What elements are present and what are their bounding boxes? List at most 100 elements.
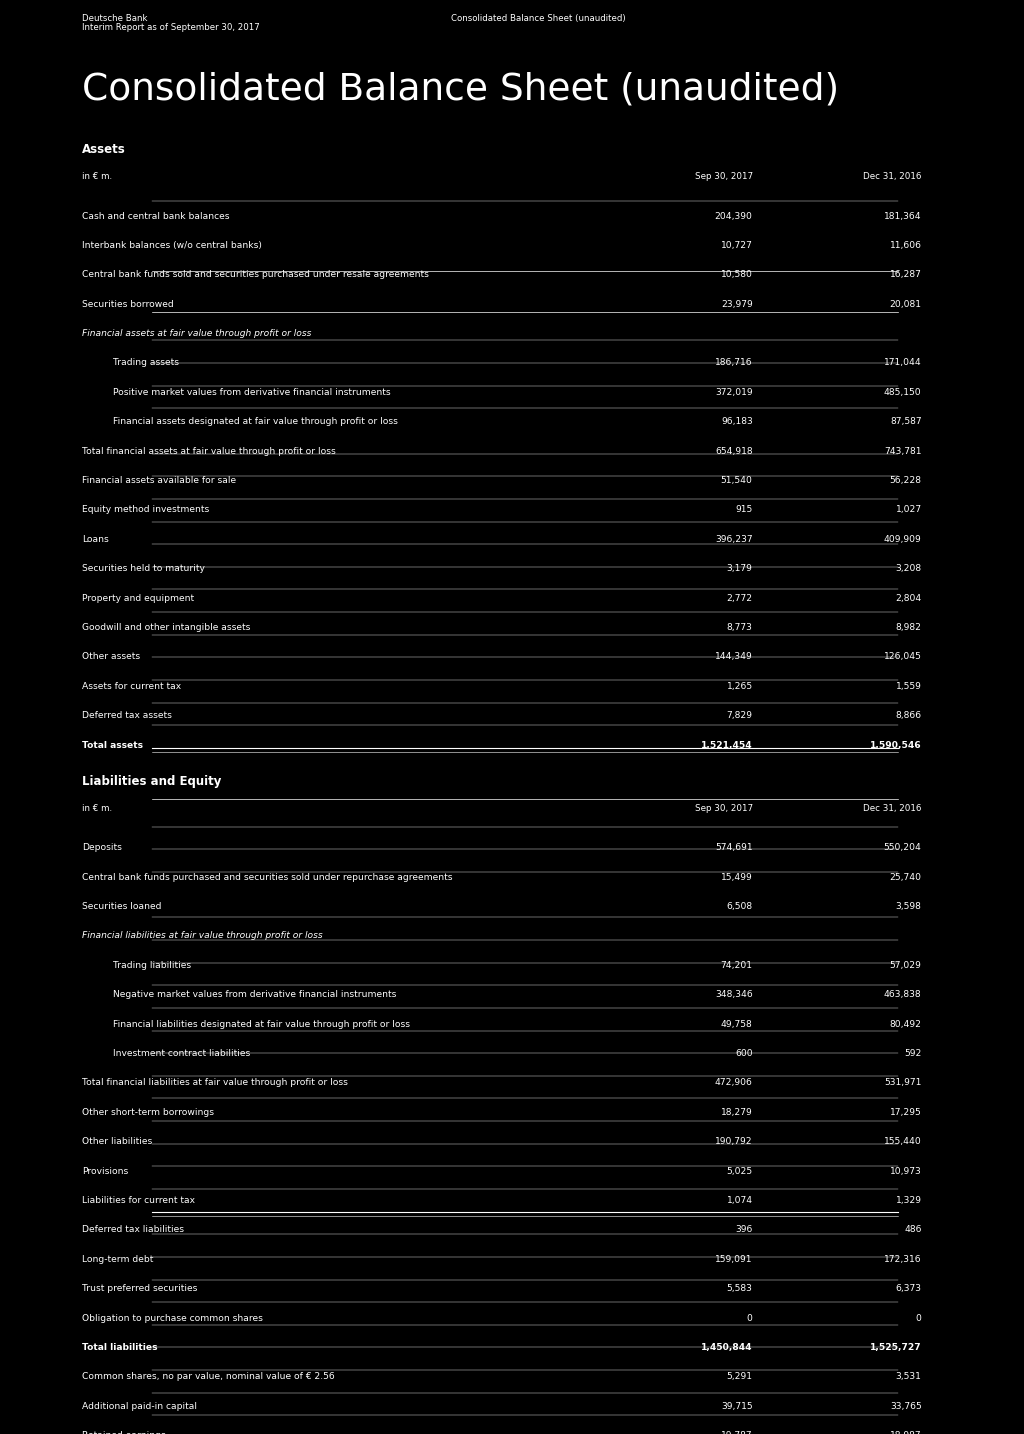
Text: 56,228: 56,228 <box>890 476 922 485</box>
Text: 0: 0 <box>915 1314 922 1322</box>
Text: Liabilities and Equity: Liabilities and Equity <box>82 774 221 789</box>
Text: Total financial assets at fair value through profit or loss: Total financial assets at fair value thr… <box>82 446 336 456</box>
Text: 348,346: 348,346 <box>715 989 753 999</box>
Text: 654,918: 654,918 <box>715 446 753 456</box>
Text: Total liabilities: Total liabilities <box>82 1342 158 1352</box>
Text: 3,208: 3,208 <box>895 564 922 574</box>
Text: Consolidated Balance Sheet (unaudited): Consolidated Balance Sheet (unaudited) <box>82 72 839 108</box>
Text: Liabilities for current tax: Liabilities for current tax <box>82 1196 195 1205</box>
Text: 74,201: 74,201 <box>721 961 753 969</box>
Text: 172,316: 172,316 <box>884 1255 922 1263</box>
Text: Interbank balances (w/o central banks): Interbank balances (w/o central banks) <box>82 241 262 250</box>
Text: 600: 600 <box>735 1048 753 1058</box>
Text: Loans: Loans <box>82 535 109 543</box>
Text: Other short-term borrowings: Other short-term borrowings <box>82 1107 214 1117</box>
Text: Trading liabilities: Trading liabilities <box>113 961 190 969</box>
Text: 3,531: 3,531 <box>896 1372 922 1381</box>
Text: Assets: Assets <box>82 143 126 156</box>
Text: Deferred tax liabilities: Deferred tax liabilities <box>82 1225 184 1235</box>
Text: 409,909: 409,909 <box>884 535 922 543</box>
Text: 57,029: 57,029 <box>890 961 922 969</box>
Text: 144,349: 144,349 <box>715 652 753 661</box>
Text: Total assets: Total assets <box>82 740 143 750</box>
Text: Securities loaned: Securities loaned <box>82 902 162 911</box>
Text: 5,583: 5,583 <box>727 1283 753 1293</box>
Text: 396: 396 <box>735 1225 753 1235</box>
Text: 181,364: 181,364 <box>884 211 922 221</box>
Text: 8,773: 8,773 <box>727 622 753 632</box>
Text: 25,740: 25,740 <box>890 872 922 882</box>
Text: 39,715: 39,715 <box>721 1401 753 1411</box>
Text: Financial assets at fair value through profit or loss: Financial assets at fair value through p… <box>82 328 311 338</box>
Text: 204,390: 204,390 <box>715 211 753 221</box>
Text: 18,987: 18,987 <box>890 1431 922 1434</box>
Text: 0: 0 <box>746 1314 753 1322</box>
Text: Total financial liabilities at fair value through profit or loss: Total financial liabilities at fair valu… <box>82 1078 348 1087</box>
Text: Securities held to maturity: Securities held to maturity <box>82 564 205 574</box>
Text: Trading assets: Trading assets <box>113 358 178 367</box>
Text: 531,971: 531,971 <box>885 1078 922 1087</box>
Text: 1,027: 1,027 <box>895 505 922 515</box>
Text: Sep 30, 2017: Sep 30, 2017 <box>694 803 753 813</box>
Text: 1,521,454: 1,521,454 <box>701 740 753 750</box>
Text: Financial assets designated at fair value through profit or loss: Financial assets designated at fair valu… <box>113 417 397 426</box>
Text: Investment contract liabilities: Investment contract liabilities <box>113 1048 250 1058</box>
Text: 6,508: 6,508 <box>726 902 753 911</box>
Text: 51,540: 51,540 <box>721 476 753 485</box>
Text: 485,150: 485,150 <box>884 387 922 397</box>
Text: Provisions: Provisions <box>82 1166 128 1176</box>
Text: Sep 30, 2017: Sep 30, 2017 <box>694 172 753 181</box>
Text: 186,716: 186,716 <box>715 358 753 367</box>
Text: 18,279: 18,279 <box>721 1107 753 1117</box>
Text: 5,025: 5,025 <box>726 1166 753 1176</box>
Text: Additional paid-in capital: Additional paid-in capital <box>82 1401 197 1411</box>
Text: 463,838: 463,838 <box>884 989 922 999</box>
Text: 372,019: 372,019 <box>715 387 753 397</box>
Text: Other liabilities: Other liabilities <box>82 1137 153 1146</box>
Text: 5,291: 5,291 <box>727 1372 753 1381</box>
Text: 17,295: 17,295 <box>890 1107 922 1117</box>
Text: 486: 486 <box>904 1225 922 1235</box>
Text: 1,265: 1,265 <box>726 681 753 691</box>
Text: 2,804: 2,804 <box>895 594 922 602</box>
Text: 3,598: 3,598 <box>896 902 922 911</box>
Text: 1,074: 1,074 <box>726 1196 753 1205</box>
Text: 1,559: 1,559 <box>896 681 922 691</box>
Text: Negative market values from derivative financial instruments: Negative market values from derivative f… <box>113 989 396 999</box>
Text: 6,373: 6,373 <box>896 1283 922 1293</box>
Text: Central bank funds sold and securities purchased under resale agreements: Central bank funds sold and securities p… <box>82 270 429 280</box>
Text: in € m.: in € m. <box>82 803 112 813</box>
Text: Equity method investments: Equity method investments <box>82 505 209 515</box>
Text: 10,727: 10,727 <box>721 241 753 250</box>
Text: 33,765: 33,765 <box>890 1401 922 1411</box>
Text: 7,829: 7,829 <box>727 711 753 720</box>
Text: in € m.: in € m. <box>82 172 112 181</box>
Text: 10,580: 10,580 <box>721 270 753 280</box>
Text: 159,091: 159,091 <box>715 1255 753 1263</box>
Text: 11,606: 11,606 <box>890 241 922 250</box>
Text: 20,081: 20,081 <box>890 300 922 308</box>
Text: 16,287: 16,287 <box>890 270 922 280</box>
Text: Retained earnings: Retained earnings <box>82 1431 166 1434</box>
Text: 19,787: 19,787 <box>721 1431 753 1434</box>
Text: Deferred tax assets: Deferred tax assets <box>82 711 172 720</box>
Text: Obligation to purchase common shares: Obligation to purchase common shares <box>82 1314 263 1322</box>
Text: 80,492: 80,492 <box>890 1020 922 1028</box>
Text: Interim Report as of September 30, 2017: Interim Report as of September 30, 2017 <box>82 23 260 32</box>
Text: Trust preferred securities: Trust preferred securities <box>82 1283 198 1293</box>
Text: Financial liabilities at fair value through profit or loss: Financial liabilities at fair value thro… <box>82 931 323 941</box>
Text: 23,979: 23,979 <box>721 300 753 308</box>
Text: Deutsche Bank: Deutsche Bank <box>82 14 147 23</box>
Text: Securities borrowed: Securities borrowed <box>82 300 174 308</box>
Text: 2,772: 2,772 <box>726 594 753 602</box>
Text: 8,982: 8,982 <box>896 622 922 632</box>
Text: 10,973: 10,973 <box>890 1166 922 1176</box>
Text: Common shares, no par value, nominal value of € 2.56: Common shares, no par value, nominal val… <box>82 1372 335 1381</box>
Text: Cash and central bank balances: Cash and central bank balances <box>82 211 229 221</box>
Text: 126,045: 126,045 <box>884 652 922 661</box>
Text: 49,758: 49,758 <box>721 1020 753 1028</box>
Text: 190,792: 190,792 <box>715 1137 753 1146</box>
Text: 743,781: 743,781 <box>884 446 922 456</box>
Text: 8,866: 8,866 <box>895 711 922 720</box>
Text: 171,044: 171,044 <box>884 358 922 367</box>
